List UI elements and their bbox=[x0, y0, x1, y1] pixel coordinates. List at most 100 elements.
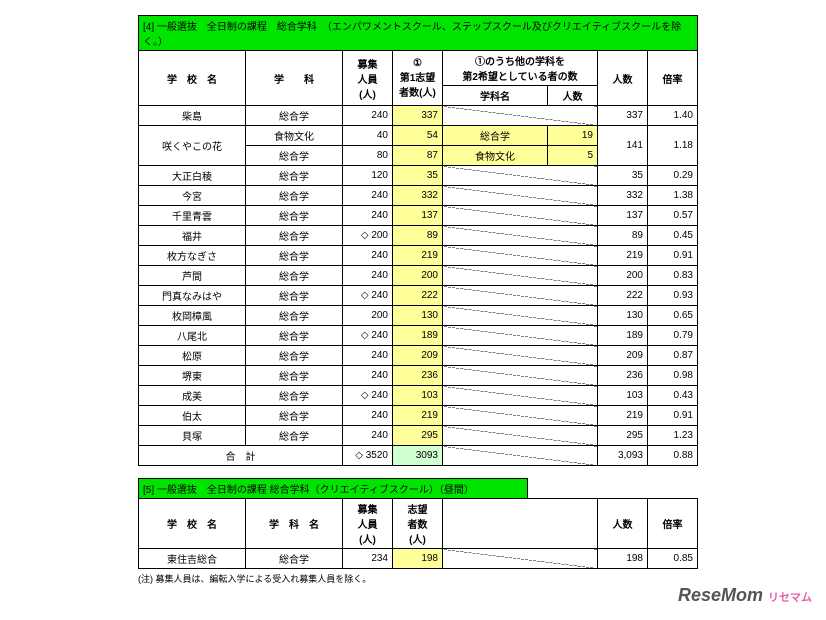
total-cap: ◇ 3520 bbox=[343, 446, 393, 466]
table-row-school: 枚岡樟風 bbox=[139, 306, 246, 326]
table-row-rate: 1.23 bbox=[648, 426, 698, 446]
table-row-school: 成美 bbox=[139, 386, 246, 406]
table-row-dept: 総合学 bbox=[246, 246, 343, 266]
table-row-diag bbox=[443, 226, 598, 246]
h5-count: 人数 bbox=[598, 499, 648, 549]
table4: 学 校 名 学 科 募集 人員 (人) ① 第1志望 者数(人) ①のうち他の学… bbox=[138, 50, 698, 466]
table-row-diag bbox=[443, 106, 598, 126]
table-row-first: 137 bbox=[393, 206, 443, 226]
table-row-first: 35 bbox=[393, 166, 443, 186]
table-row-dept: 総合学 bbox=[246, 366, 343, 386]
table-row-odept: 総合学 bbox=[443, 126, 548, 146]
table-row-count: 332 bbox=[598, 186, 648, 206]
table-row-first: 219 bbox=[393, 246, 443, 266]
table-row-school: 芦間 bbox=[139, 266, 246, 286]
table-row-first: 222 bbox=[393, 286, 443, 306]
table-row-school: 門真なみはや bbox=[139, 286, 246, 306]
t5-dept: 総合学 bbox=[246, 549, 343, 569]
table-row-cap: 240 bbox=[343, 346, 393, 366]
table-row-count: 103 bbox=[598, 386, 648, 406]
table-row-count: 200 bbox=[598, 266, 648, 286]
table-row-count: 295 bbox=[598, 426, 648, 446]
table-row-cap: 240 bbox=[343, 366, 393, 386]
table-row-school: 枚方なぎさ bbox=[139, 246, 246, 266]
h-school: 学 校 名 bbox=[139, 51, 246, 106]
table-row-school: 咲くやこの花 bbox=[139, 126, 246, 166]
table-row-school: 大正白稜 bbox=[139, 166, 246, 186]
table-row-diag bbox=[443, 406, 598, 426]
h-ocount: 人数 bbox=[548, 86, 598, 106]
total-rate: 0.88 bbox=[648, 446, 698, 466]
total-diag bbox=[443, 446, 598, 466]
table-row-cap: 240 bbox=[343, 206, 393, 226]
total-label: 合 計 bbox=[139, 446, 343, 466]
table-row-ocount: 19 bbox=[548, 126, 598, 146]
t5-cap: 234 bbox=[343, 549, 393, 569]
table-row-first: 295 bbox=[393, 426, 443, 446]
footnote: (注) 募集人員は、編転入学による受入れ募集人員を除く。 bbox=[138, 572, 698, 585]
h-count: 人数 bbox=[598, 51, 648, 106]
h-cap: 募集 人員 (人) bbox=[343, 51, 393, 106]
brand-logo: ReseMom リセマム bbox=[678, 585, 812, 606]
total-count: 3,093 bbox=[598, 446, 648, 466]
table-row-cap: ◇ 240 bbox=[343, 326, 393, 346]
h5-rate: 倍率 bbox=[648, 499, 698, 549]
table-row-first: 189 bbox=[393, 326, 443, 346]
h5-school: 学 校 名 bbox=[139, 499, 246, 549]
table-row-count: 219 bbox=[598, 406, 648, 426]
table-row-dept: 総合学 bbox=[246, 146, 343, 166]
h5-diag bbox=[443, 499, 598, 549]
table-row-cap: 200 bbox=[343, 306, 393, 326]
table-row-diag bbox=[443, 366, 598, 386]
table-row-rate: 0.43 bbox=[648, 386, 698, 406]
table-row-school: 八尾北 bbox=[139, 326, 246, 346]
table-row-dept: 総合学 bbox=[246, 286, 343, 306]
table-row-first: 87 bbox=[393, 146, 443, 166]
table-row-dept: 総合学 bbox=[246, 346, 343, 366]
table-row-school: 福井 bbox=[139, 226, 246, 246]
table-row-cap: 240 bbox=[343, 186, 393, 206]
h-odept: 学科名 bbox=[443, 86, 548, 106]
table-row-rate: 1.38 bbox=[648, 186, 698, 206]
table-row-cap: 240 bbox=[343, 266, 393, 286]
table-row-rate: 0.91 bbox=[648, 246, 698, 266]
table-row-dept: 総合学 bbox=[246, 186, 343, 206]
table-row-rate: 0.87 bbox=[648, 346, 698, 366]
table-row-rate: 0.57 bbox=[648, 206, 698, 226]
table-row-rate: 0.98 bbox=[648, 366, 698, 386]
t5-first: 198 bbox=[393, 549, 443, 569]
table-row-count: 137 bbox=[598, 206, 648, 226]
table-row-count: 130 bbox=[598, 306, 648, 326]
table-row-rate: 0.65 bbox=[648, 306, 698, 326]
table-row-diag bbox=[443, 246, 598, 266]
table-row-diag bbox=[443, 326, 598, 346]
table-row-school: 今宮 bbox=[139, 186, 246, 206]
table-row-first: 54 bbox=[393, 126, 443, 146]
table-row-rate: 1.40 bbox=[648, 106, 698, 126]
h5-cap: 募集 人員 (人) bbox=[343, 499, 393, 549]
table-row-cap: 80 bbox=[343, 146, 393, 166]
table-row-diag bbox=[443, 186, 598, 206]
table-row-school: 伯太 bbox=[139, 406, 246, 426]
table-row-cap: 240 bbox=[343, 246, 393, 266]
t5-rate: 0.85 bbox=[648, 549, 698, 569]
table-row-odept: 食物文化 bbox=[443, 146, 548, 166]
table-row-dept: 総合学 bbox=[246, 386, 343, 406]
table-row-dept: 総合学 bbox=[246, 306, 343, 326]
table-row-rate: 0.83 bbox=[648, 266, 698, 286]
table-row-first: 332 bbox=[393, 186, 443, 206]
table-row-diag bbox=[443, 286, 598, 306]
table-row-rate: 1.18 bbox=[648, 126, 698, 166]
table-row-diag bbox=[443, 206, 598, 226]
h-first: ① 第1志望 者数(人) bbox=[393, 51, 443, 106]
table-row-first: 337 bbox=[393, 106, 443, 126]
table-row-dept: 総合学 bbox=[246, 406, 343, 426]
table-row-first: 130 bbox=[393, 306, 443, 326]
h-other: ①のうち他の学科を 第2希望としている者の数 bbox=[443, 51, 598, 86]
table-row-diag bbox=[443, 426, 598, 446]
table-row-dept: 総合学 bbox=[246, 226, 343, 246]
t5-diag bbox=[443, 549, 598, 569]
h5-first: 志望 者数 (人) bbox=[393, 499, 443, 549]
table-row-first: 209 bbox=[393, 346, 443, 366]
table-row-dept: 食物文化 bbox=[246, 126, 343, 146]
